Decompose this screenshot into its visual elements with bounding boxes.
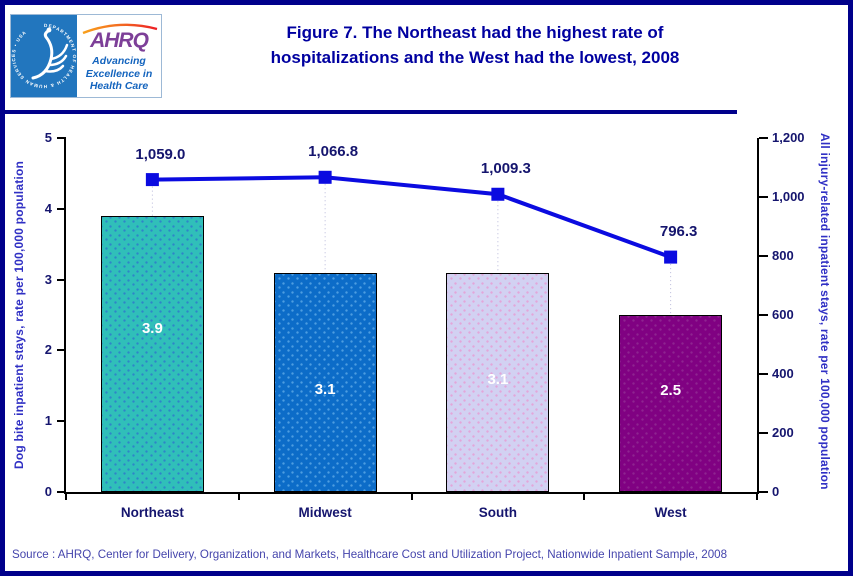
right-axis-tick-label: 800: [772, 248, 794, 263]
x-axis-tick: [65, 494, 67, 500]
x-axis-tick: [756, 494, 758, 500]
bar-value-label: 3.9: [141, 320, 163, 338]
agency-logo: DEPARTMENT OF HEALTH & HUMAN SERVICES • …: [10, 14, 162, 98]
right-axis-tick-label: 400: [772, 366, 794, 381]
category-label: Midwest: [298, 505, 352, 520]
line-marker: [145, 173, 159, 187]
right-axis-tick-label: 1,000: [772, 189, 805, 204]
line-point-label: 796.3: [659, 223, 698, 241]
x-axis-tick: [410, 494, 413, 500]
right-axis-tick-label: 200: [772, 425, 794, 440]
bar-value-label: 2.5: [660, 382, 682, 400]
trend-line: [152, 175, 672, 259]
line-point-label: 1,066.8: [308, 143, 359, 161]
left-axis-tick-label: 4: [44, 200, 52, 216]
x-axis-tick: [583, 494, 586, 500]
hhs-logo: DEPARTMENT OF HEALTH & HUMAN SERVICES • …: [11, 15, 77, 97]
left-axis-tick: [57, 278, 66, 281]
line-marker: [664, 250, 678, 264]
ahrq-acronym: AHRQ: [90, 29, 149, 52]
left-axis-tick-label: 3: [44, 271, 52, 287]
right-axis-tick-label: 600: [772, 307, 794, 322]
bar-west: [619, 315, 723, 492]
x-axis-line: [64, 492, 759, 494]
right-axis-tick-label: 0: [772, 484, 780, 499]
left-axis-title: Dog bite inpatient stays, rate per 100,0…: [12, 161, 26, 470]
left-axis-tick-label: 1: [44, 413, 52, 429]
right-axis-tick: [759, 491, 768, 493]
tagline-line-3: Health Care: [89, 80, 149, 92]
bar-value-label: 3.1: [487, 371, 509, 389]
figure-title-line-1: Figure 7. The Northeast had the highest …: [286, 23, 664, 42]
left-axis-tick: [57, 207, 66, 210]
tagline-line-2: Excellence in: [85, 67, 153, 80]
line-marker: [491, 187, 505, 201]
category-label: Northeast: [120, 505, 184, 520]
left-axis-tick-label: 5: [44, 130, 52, 145]
right-axis-tick: [759, 196, 768, 198]
line-point-label: 1,009.3: [480, 160, 531, 178]
left-axis-tick-label: 0: [44, 484, 52, 499]
right-axis-tick-label: 1,200: [772, 130, 805, 145]
left-axis-line: [64, 138, 66, 494]
hhs-eagle-icon: DEPARTMENT OF HEALTH & HUMAN SERVICES • …: [11, 23, 76, 89]
right-axis-title: All injury-related inpatient stays, rate…: [818, 132, 832, 490]
tagline-line-1: Advancing: [92, 55, 146, 67]
bar-south: [446, 272, 550, 492]
right-axis-line: [757, 138, 759, 494]
left-axis-tick: [57, 420, 66, 423]
x-axis-tick: [237, 494, 240, 500]
right-axis-tick: [759, 255, 768, 257]
plot-area: 0 1 2 3 4 5 0 200 400 600 800 1,000 1,200 3.9 Northeas…: [45, 130, 805, 520]
ahrq-tagline: Advancing Excellence in Health Care: [77, 55, 161, 93]
bar-northeast: [100, 215, 204, 492]
category-label: West: [654, 505, 687, 520]
header-divider: [5, 110, 737, 114]
right-axis-tick: [759, 314, 768, 316]
figure-title: Figure 7. The Northeast had the highest …: [175, 20, 775, 70]
bar-midwest: [273, 272, 377, 492]
figure-title-line-2: hospitalizations and the West had the lo…: [270, 48, 680, 67]
line-point-label: 1,059.0: [135, 145, 186, 163]
right-axis-tick: [759, 432, 768, 434]
source-note: Source : AHRQ, Center for Delivery, Orga…: [12, 548, 728, 561]
ahrq-logo: AHRQ Advancing Excellence in Health Care: [77, 15, 161, 97]
left-axis-tick: [57, 137, 66, 139]
category-label: South: [478, 505, 517, 520]
rainbow-arc-icon: [82, 23, 158, 35]
left-axis-tick-label: 2: [44, 342, 52, 358]
left-axis-tick: [57, 491, 66, 493]
trend-line-layer: [145, 170, 678, 315]
bar-value-label: 3.1: [314, 380, 336, 398]
right-axis-tick: [759, 137, 768, 139]
left-axis-tick: [57, 349, 66, 352]
line-marker: [318, 170, 332, 184]
right-axis-tick: [759, 373, 768, 375]
